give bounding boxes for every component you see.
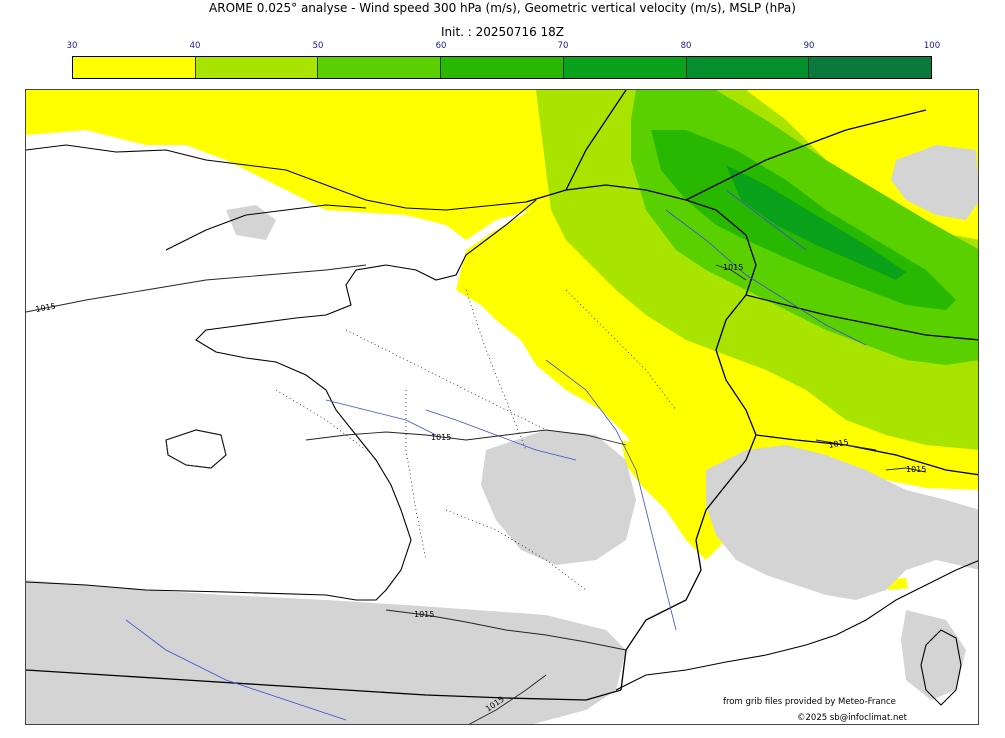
terrain-field xyxy=(26,145,978,724)
terrain-patch xyxy=(706,445,978,600)
wind-band-40 xyxy=(836,385,978,440)
terrain-patch xyxy=(226,205,276,240)
colorbar-segment xyxy=(318,57,442,78)
colorbar-segment xyxy=(73,57,196,78)
colorbar-tick: 100 xyxy=(923,41,941,51)
weather-map[interactable]: 1015 1015 1015 1015 1015 1015 1015 xyxy=(25,89,979,725)
isobar-label: 1015 xyxy=(431,433,451,442)
colorbar-segment xyxy=(809,57,932,78)
isobar-label: 1015 xyxy=(35,302,57,314)
colorbar-tick: 70 xyxy=(557,41,569,51)
colorbar-segment xyxy=(563,57,687,78)
colorbar-tick: 60 xyxy=(435,41,447,51)
isobar-label: 1015 xyxy=(906,465,926,474)
terrain-patch xyxy=(901,610,966,700)
init-time: Init. : 20250716 18Z xyxy=(440,25,565,39)
colorbar-tick: 30 xyxy=(66,41,78,51)
map-title: AROME 0.025° analyse - Wind speed 300 hP… xyxy=(209,1,796,15)
data-source-credit: from grib files provided by Meteo-France xyxy=(723,697,896,707)
terrain-patch xyxy=(891,145,978,220)
wind-band-30 xyxy=(26,90,556,240)
isobar-label: 1015 xyxy=(828,438,850,450)
colorbar-segment xyxy=(686,57,810,78)
country-borders xyxy=(26,90,978,701)
colorbar-tick: 50 xyxy=(312,41,324,51)
colorbar-tick: 80 xyxy=(680,41,692,51)
terrain-patch xyxy=(481,430,636,565)
isobar-label: 1015 xyxy=(723,263,743,272)
rivers xyxy=(125,189,867,721)
colorbar-segment xyxy=(195,57,319,78)
colorbar-segment xyxy=(441,57,564,78)
copyright-credit: ©2025 sb@infoclimat.net xyxy=(797,713,907,723)
regional-borders xyxy=(275,289,677,591)
wind-band-70 xyxy=(726,165,906,280)
colorbar-tick: 90 xyxy=(803,41,815,51)
isobars xyxy=(26,264,927,724)
wind-speed-field xyxy=(26,90,978,590)
wind-speed-colorbar xyxy=(72,56,932,79)
isobar-label: 1015 xyxy=(414,610,434,619)
terrain-patch xyxy=(26,580,626,724)
colorbar-tick: 40 xyxy=(189,41,201,51)
